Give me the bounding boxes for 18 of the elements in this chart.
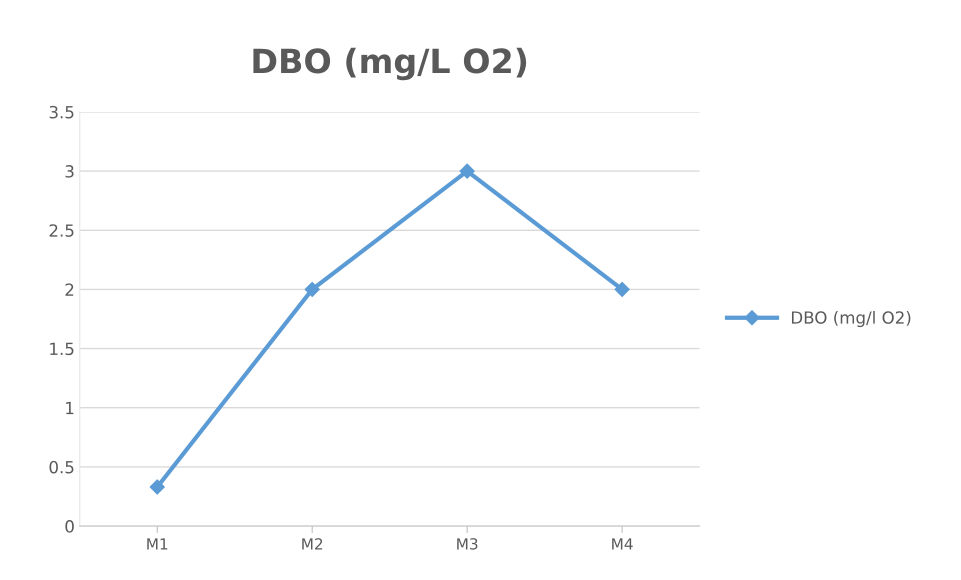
point [460,164,475,179]
y-tick-label: 3 [66,165,74,178]
y-tick-label: 1 [66,402,74,414]
x-tick-label: M2 [302,538,322,550]
point [304,282,320,297]
y-tick-label: 0.5 [49,460,74,474]
point [614,282,630,297]
point [150,479,165,495]
chart-title: DBO (mg/L O2) [253,48,526,80]
x-tick-label: M3 [457,538,478,550]
y-tick-label: 2 [66,283,74,296]
y-tick-label: 2.5 [50,224,74,237]
legend-label: DBO (mg/l O2) [792,310,910,328]
y-tick-label: 1.5 [50,342,74,356]
x-tick-label: M1 [147,538,168,550]
y-tick-label: 0 [65,520,74,533]
y-tick-label: 3.5 [50,106,74,119]
x-tick-label: M4 [612,538,633,550]
